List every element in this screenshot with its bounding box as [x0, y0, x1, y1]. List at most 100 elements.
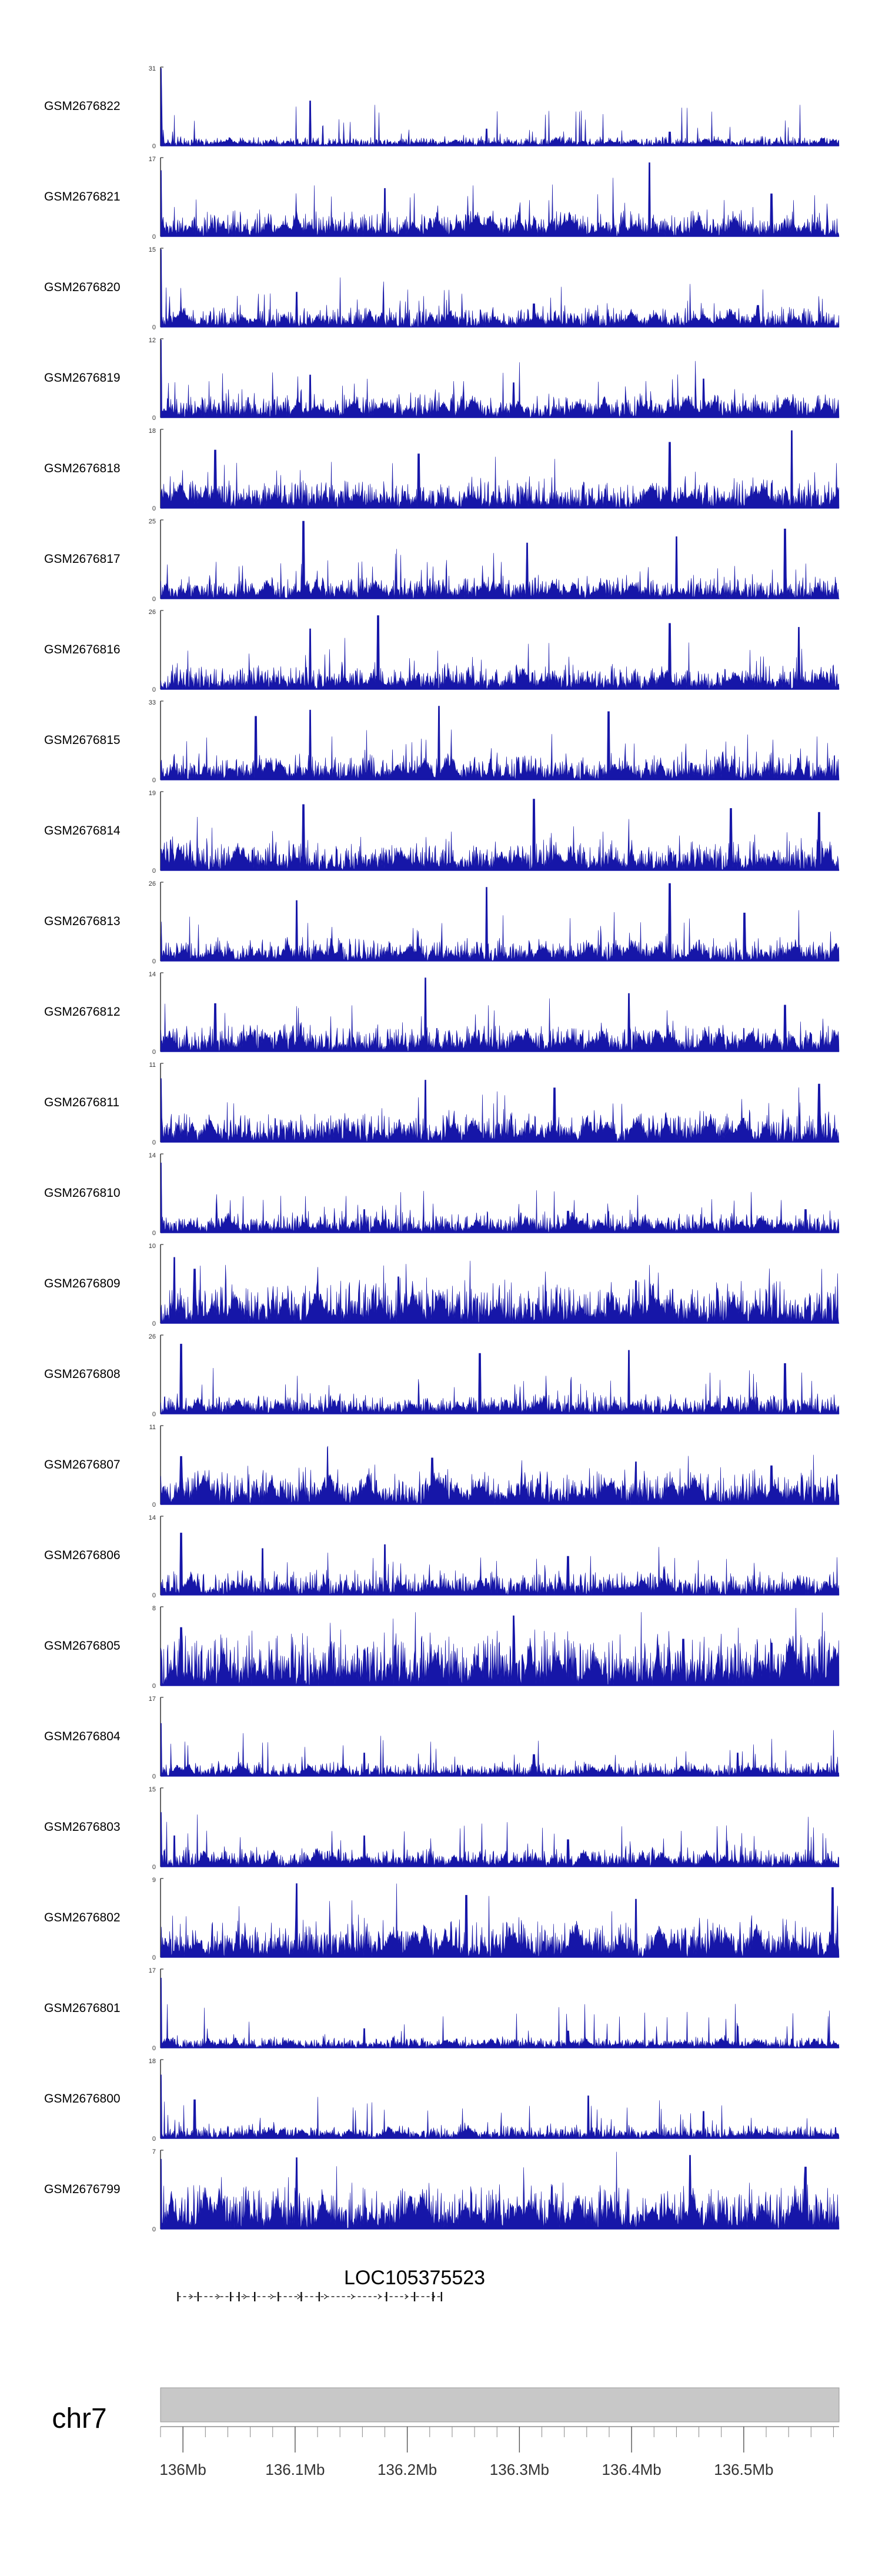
track-label: GSM2676812: [44, 1005, 121, 1019]
track-GSM2676818: GSM2676818 18 0: [44, 428, 840, 512]
track-ymin-label: 0: [152, 1049, 156, 1056]
track-ymin-label: 0: [152, 1320, 156, 1327]
track-GSM2676802: GSM2676802 9 0: [44, 1877, 840, 1961]
track-signal: [160, 1607, 840, 1686]
track-ymax-label: 17: [149, 156, 156, 163]
track-ymax-label: 14: [149, 1152, 156, 1159]
track-GSM2676819: GSM2676819 12 0: [44, 337, 840, 422]
track-GSM2676811: GSM2676811 11 0: [44, 1062, 840, 1146]
track-signal: [160, 883, 840, 962]
track-ymax-label: 11: [149, 1062, 156, 1069]
track-ymin-label: 0: [152, 2226, 156, 2233]
track-ymin-label: 0: [152, 415, 156, 422]
track-ymax-label: 17: [149, 1696, 156, 1703]
track-GSM2676809: GSM2676809 10 0: [44, 1243, 840, 1327]
track-signal: [160, 1883, 840, 1958]
track-ymax-label: 26: [149, 880, 156, 887]
track-ymin-label: 0: [152, 867, 156, 875]
genome-axis-tick-label: 136.3Mb: [490, 2461, 549, 2478]
track-ymin-label: 0: [152, 1411, 156, 1418]
track-signal: [160, 68, 840, 146]
track-ymin-label: 0: [152, 2045, 156, 2052]
gene-track: LOC105375523: [177, 2267, 485, 2301]
track-ymax-label: 19: [149, 790, 156, 797]
track-label: GSM2676809: [44, 1277, 121, 1290]
track-ymax-label: 10: [149, 1243, 156, 1250]
track-ymin-label: 0: [152, 777, 156, 784]
track-label: GSM2676816: [44, 643, 121, 656]
genome-axis-tick-label: 136.2Mb: [377, 2461, 437, 2478]
gene-strand-arrow: [405, 2294, 409, 2300]
track-signal: [160, 1533, 840, 1596]
track-GSM2676799: GSM2676799 7 0: [44, 2148, 840, 2233]
track-label: GSM2676822: [44, 99, 121, 113]
track-GSM2676806: GSM2676806 14 0: [44, 1514, 840, 1599]
track-signal: [160, 706, 840, 780]
track-label: GSM2676801: [44, 2001, 121, 2015]
track-signal: [160, 1446, 840, 1505]
track-GSM2676808: GSM2676808 26 0: [44, 1333, 840, 1418]
genome-axis-tick-label: 136.1Mb: [265, 2461, 325, 2478]
track-GSM2676814: GSM2676814 19 0: [44, 790, 840, 875]
track-ymax-label: 15: [149, 1786, 156, 1793]
track-signal: [160, 1162, 840, 1233]
track-ymax-label: 25: [149, 518, 156, 525]
track-signal: [160, 162, 840, 237]
track-ymax-label: 33: [149, 699, 156, 706]
gene-strand-arrow: [189, 2294, 193, 2300]
track-GSM2676815: GSM2676815 33 0: [44, 699, 840, 784]
track-GSM2676821: GSM2676821 17 0: [44, 156, 840, 241]
track-ymax-label: 26: [149, 609, 156, 616]
ideogram-track: chr7 136Mb 136.1Mb 136.2Mb 136.3Mb 136.4Mb 13…: [52, 2387, 840, 2478]
track-label: GSM2676821: [44, 190, 121, 203]
track-ymax-label: 26: [149, 1333, 156, 1340]
track-signal: [160, 430, 840, 509]
track-ymin-label: 0: [152, 143, 156, 150]
track-GSM2676801: GSM2676801 17 0: [44, 1967, 840, 2052]
track-GSM2676800: GSM2676800 18 0: [44, 2058, 840, 2143]
track-label: GSM2676800: [44, 2092, 121, 2105]
track-label: GSM2676815: [44, 733, 121, 747]
track-GSM2676803: GSM2676803 15 0: [44, 1786, 840, 1871]
signal-tracks: GSM2676822310GSM2676821170GSM2676820150G…: [44, 65, 840, 2233]
track-label: GSM2676806: [44, 1549, 121, 1562]
track-label: GSM2676808: [44, 1367, 121, 1381]
track-signal: [160, 1343, 840, 1414]
track-label: GSM2676817: [44, 552, 121, 566]
gene-strand-arrow: [377, 2294, 382, 2300]
track-ymin-label: 0: [152, 1773, 156, 1780]
track-ymax-label: 15: [149, 246, 156, 253]
track-label: GSM2676804: [44, 1730, 121, 1743]
track-ymax-label: 11: [149, 1424, 156, 1431]
track-GSM2676813: GSM2676813 26 0: [44, 880, 840, 965]
track-ymax-label: 17: [149, 1967, 156, 1974]
gene-strand-arrow: [243, 2294, 247, 2300]
track-label: GSM2676811: [44, 1096, 119, 1109]
track-ymax-label: 18: [149, 2058, 156, 2065]
track-signal: [160, 2074, 840, 2139]
track-label: GSM2676819: [44, 371, 121, 385]
track-ymin-label: 0: [152, 686, 156, 693]
track-ymin-label: 0: [152, 1864, 156, 1871]
track-ymax-label: 12: [149, 337, 156, 344]
track-label: GSM2676802: [44, 1911, 121, 1924]
track-GSM2676820: GSM2676820 15 0: [44, 246, 840, 331]
track-label: GSM2676805: [44, 1639, 121, 1653]
track-ymin-label: 0: [152, 596, 156, 603]
track-ymax-label: 18: [149, 428, 156, 435]
track-label: GSM2676818: [44, 462, 121, 475]
gene-strand-arrow: [297, 2294, 301, 2300]
gene-strand-arrow: [350, 2294, 355, 2300]
gene-strand-arrow: [432, 2294, 436, 2300]
track-ymax-label: 8: [152, 1605, 156, 1612]
track-ymax-label: 31: [149, 65, 156, 72]
track-signal: [160, 1257, 840, 1324]
track-ymax-label: 14: [149, 971, 156, 978]
track-ymin-label: 0: [152, 1139, 156, 1146]
track-signal: [160, 1723, 840, 1777]
track-signal: [160, 1078, 840, 1143]
genome-axis-tick-label: 136.4Mb: [602, 2461, 662, 2478]
track-GSM2676805: GSM2676805 8 0: [44, 1605, 840, 1690]
gene-strand-arrow: [270, 2294, 274, 2300]
track-ymin-label: 0: [152, 1954, 156, 1961]
